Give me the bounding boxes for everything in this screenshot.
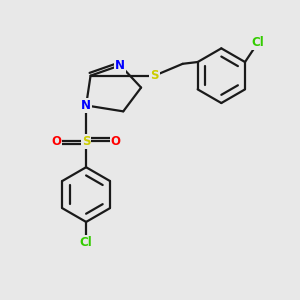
Text: Cl: Cl xyxy=(80,236,92,249)
Text: Cl: Cl xyxy=(251,37,264,50)
Text: N: N xyxy=(81,99,91,112)
Text: O: O xyxy=(51,135,62,148)
Text: S: S xyxy=(82,135,90,148)
Text: S: S xyxy=(150,69,159,82)
Text: N: N xyxy=(115,59,125,72)
Text: O: O xyxy=(111,135,121,148)
